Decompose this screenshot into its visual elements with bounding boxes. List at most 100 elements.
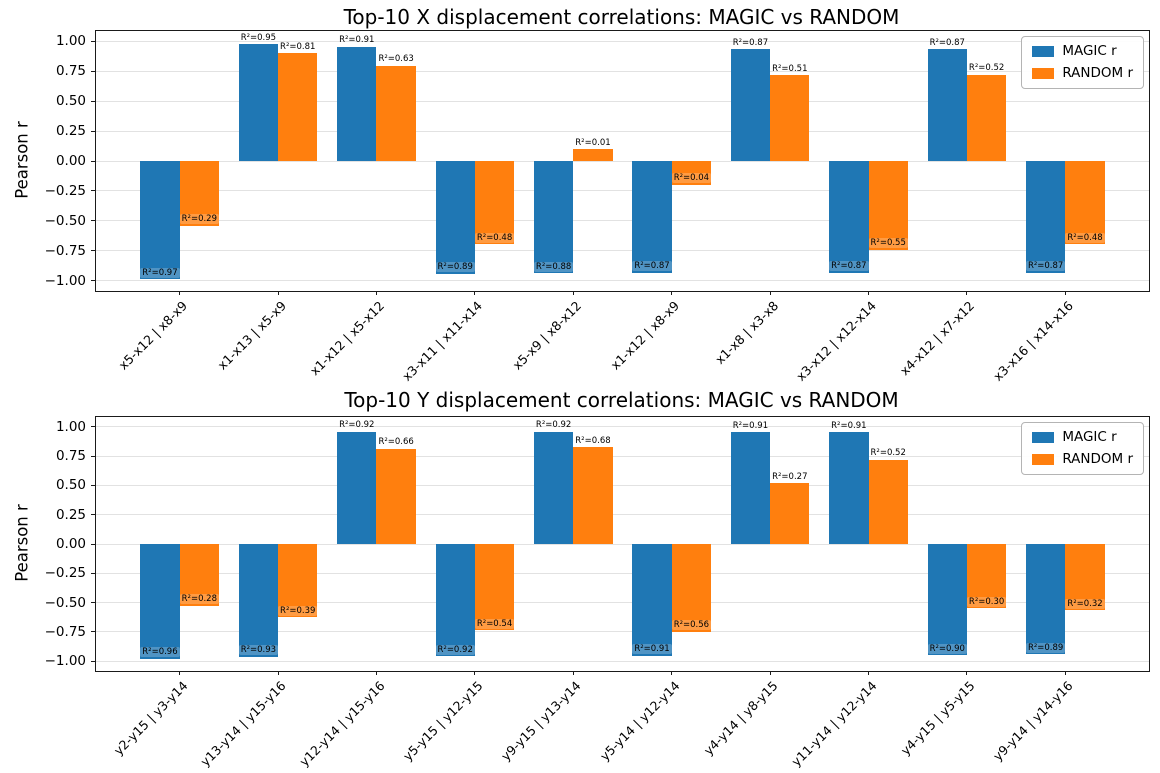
r-squared-label: R²=0.66 [361, 437, 431, 448]
bar-magic [435, 544, 475, 657]
bar-random [770, 75, 810, 161]
y-tick-label: 0.50 [55, 477, 86, 494]
r-squared-label: R²=0.92 [519, 420, 589, 431]
r-squared-label: R²=0.92 [322, 420, 392, 431]
x-tick [868, 291, 870, 295]
r-squared-label: R²=0.28 [164, 594, 234, 605]
y-tick-label: −1.00 [44, 272, 86, 289]
y-tick [91, 70, 95, 72]
x-category-label: x3-x11 | x11-x14 [399, 298, 486, 384]
legend-item-random: RANDOM r [1032, 66, 1133, 81]
r-squared-text: R²=0.30 [966, 596, 1007, 607]
bar-random [671, 161, 712, 185]
r-squared-label: R²=0.52 [853, 448, 923, 459]
bar-magic [337, 46, 377, 161]
y-tick [91, 484, 95, 486]
r-squared-label: R²=0.92 [420, 644, 490, 656]
y-tick-label: 0.75 [55, 448, 86, 465]
y-tick [91, 160, 95, 162]
r-squared-label: R²=0.81 [263, 42, 333, 53]
gridline [96, 455, 1149, 457]
r-squared-label: R²=0.63 [361, 54, 431, 65]
bar-magic [927, 49, 967, 161]
bar-random [376, 448, 416, 544]
bar-magic [927, 544, 967, 656]
y-tick-label: 0.25 [55, 123, 86, 140]
y-tick [91, 280, 95, 282]
r-squared-label: R²=0.87 [814, 261, 884, 272]
legend-swatch-magic-icon [1032, 432, 1055, 443]
x-category-label: y9-y15 | y13-y14 [498, 678, 584, 764]
gridline [96, 426, 1149, 428]
legend-swatch-random-icon [1032, 454, 1055, 465]
gridline [96, 190, 1149, 192]
x-category-label: x1-x8 | x3-x8 [711, 298, 781, 368]
r-squared-label: R²=0.87 [617, 261, 687, 272]
x-category-label: y12-y14 | y15-y16 [295, 678, 388, 770]
r-squared-text: R²=0.92 [535, 420, 572, 431]
gridline [96, 280, 1149, 282]
x-tick [375, 291, 377, 295]
gridline [96, 572, 1149, 574]
y-tick-label: 0.25 [55, 506, 86, 523]
x-category-label: x1-x13 | x5-x9 [214, 298, 289, 373]
x-tick [671, 671, 673, 675]
r-squared-label: R²=0.88 [519, 261, 589, 273]
y-tick-label: −0.50 [44, 212, 86, 229]
gridline [96, 602, 1149, 604]
r-squared-text: R²=0.04 [671, 173, 712, 184]
r-squared-label: R²=0.54 [460, 618, 530, 630]
y-tick [91, 100, 95, 102]
r-squared-text: R²=0.27 [772, 471, 808, 482]
r-squared-text: R²=0.92 [339, 420, 375, 431]
x-tick [868, 671, 870, 675]
bar-magic [1025, 544, 1066, 655]
x-category-label: y13-y14 | y15-y16 [197, 678, 289, 770]
gridline [96, 160, 1149, 162]
y-tick-label: 0.00 [55, 536, 86, 552]
y-tick-label: −0.75 [44, 242, 86, 259]
x-category-label: y5-y15 | y12-y15 [399, 678, 486, 764]
legend-label-magic: MAGIC r [1062, 429, 1117, 445]
gridline [96, 660, 1149, 662]
x-category-label: y4-y15 | y5-y15 [897, 678, 978, 758]
x-category-label: y11-y14 | y12-y14 [787, 678, 880, 770]
r-squared-text: R²=0.81 [280, 41, 316, 52]
chart-title-y: Top-10 Y displacement correlations: MAGI… [344, 388, 899, 412]
y-tick [91, 660, 95, 662]
x-category-label: y5-y14 | y12-y14 [596, 678, 683, 764]
r-squared-text: R²=0.32 [1065, 598, 1105, 609]
y-tick [91, 543, 95, 545]
bar-random [278, 53, 318, 161]
bar-magic [829, 432, 869, 544]
y-tick-label: −0.50 [44, 594, 86, 611]
r-squared-label: R²=0.89 [1011, 642, 1081, 654]
y-tick-label: 0.00 [55, 153, 86, 169]
y-tick [91, 250, 95, 252]
bar-random [474, 544, 515, 631]
y-tick [91, 455, 95, 457]
r-squared-text: R²=0.91 [732, 420, 769, 431]
y-tick-label: 0.50 [55, 93, 86, 110]
x-tick [179, 291, 181, 295]
r-squared-label: R²=0.68 [558, 436, 628, 447]
r-squared-text: R²=0.89 [1025, 642, 1066, 653]
bar-magic [533, 161, 574, 274]
r-squared-text: R²=0.52 [870, 448, 906, 459]
r-squared-text: R²=0.51 [772, 63, 808, 74]
bar-random [966, 74, 1007, 161]
r-squared-text: R²=0.29 [179, 214, 220, 225]
x-category-label: x3-x12 | x12-x14 [793, 298, 880, 384]
r-squared-text: R²=0.66 [378, 437, 414, 448]
legend-item-magic: MAGIC r [1032, 430, 1133, 445]
bar-magic [829, 161, 869, 273]
y-tick [91, 426, 95, 428]
bar-random [1065, 161, 1105, 245]
x-tick [277, 291, 279, 295]
bar-random [179, 544, 219, 606]
y-tick [91, 602, 95, 604]
bar-random [966, 544, 1007, 609]
r-squared-label: R²=0.91 [617, 644, 687, 655]
x-category-label: y4-y14 | y8-y15 [700, 678, 781, 758]
y-tick-label: 1.00 [55, 33, 86, 50]
